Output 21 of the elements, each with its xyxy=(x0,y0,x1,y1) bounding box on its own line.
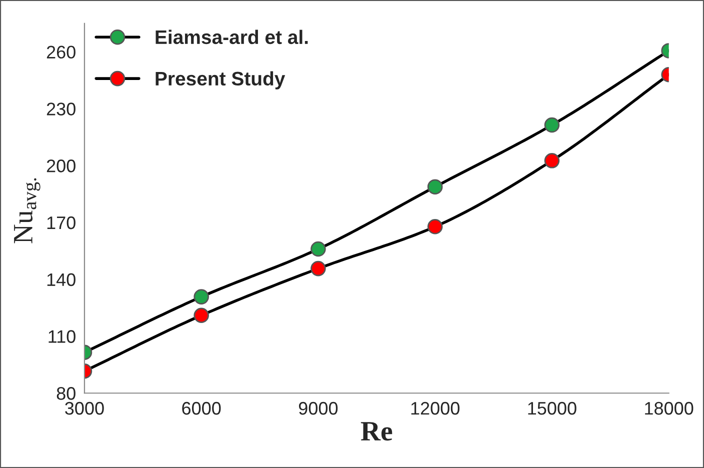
y-tick-label: 260 xyxy=(46,46,76,59)
x-tick-label: 3000 xyxy=(65,402,104,415)
x-tick-label: 9000 xyxy=(298,402,338,415)
y-tick-label: 80 xyxy=(56,387,76,400)
point xyxy=(427,179,443,194)
y-tick-label: 110 xyxy=(48,330,76,343)
point xyxy=(427,219,443,234)
x-axis-title: Re xyxy=(360,422,392,441)
y-tick-label: 140 xyxy=(47,273,76,286)
y-tick-label: 230 xyxy=(46,102,76,116)
legend-label: Present Study xyxy=(156,71,286,90)
y-tick-label: 170 xyxy=(47,216,76,230)
y-axis-title: Nu$_{avg.}$ xyxy=(14,178,40,244)
point xyxy=(310,241,326,257)
legend-label: Eiamsa-ard et al. xyxy=(156,30,308,44)
point xyxy=(310,260,326,276)
x-tick-label: 12000 xyxy=(411,402,460,415)
x-tick-label: 15000 xyxy=(528,402,576,415)
y-tick-label: 200 xyxy=(46,160,76,172)
x-tick-label: 6000 xyxy=(182,402,221,415)
x-tick-label: 18000 xyxy=(645,402,694,415)
